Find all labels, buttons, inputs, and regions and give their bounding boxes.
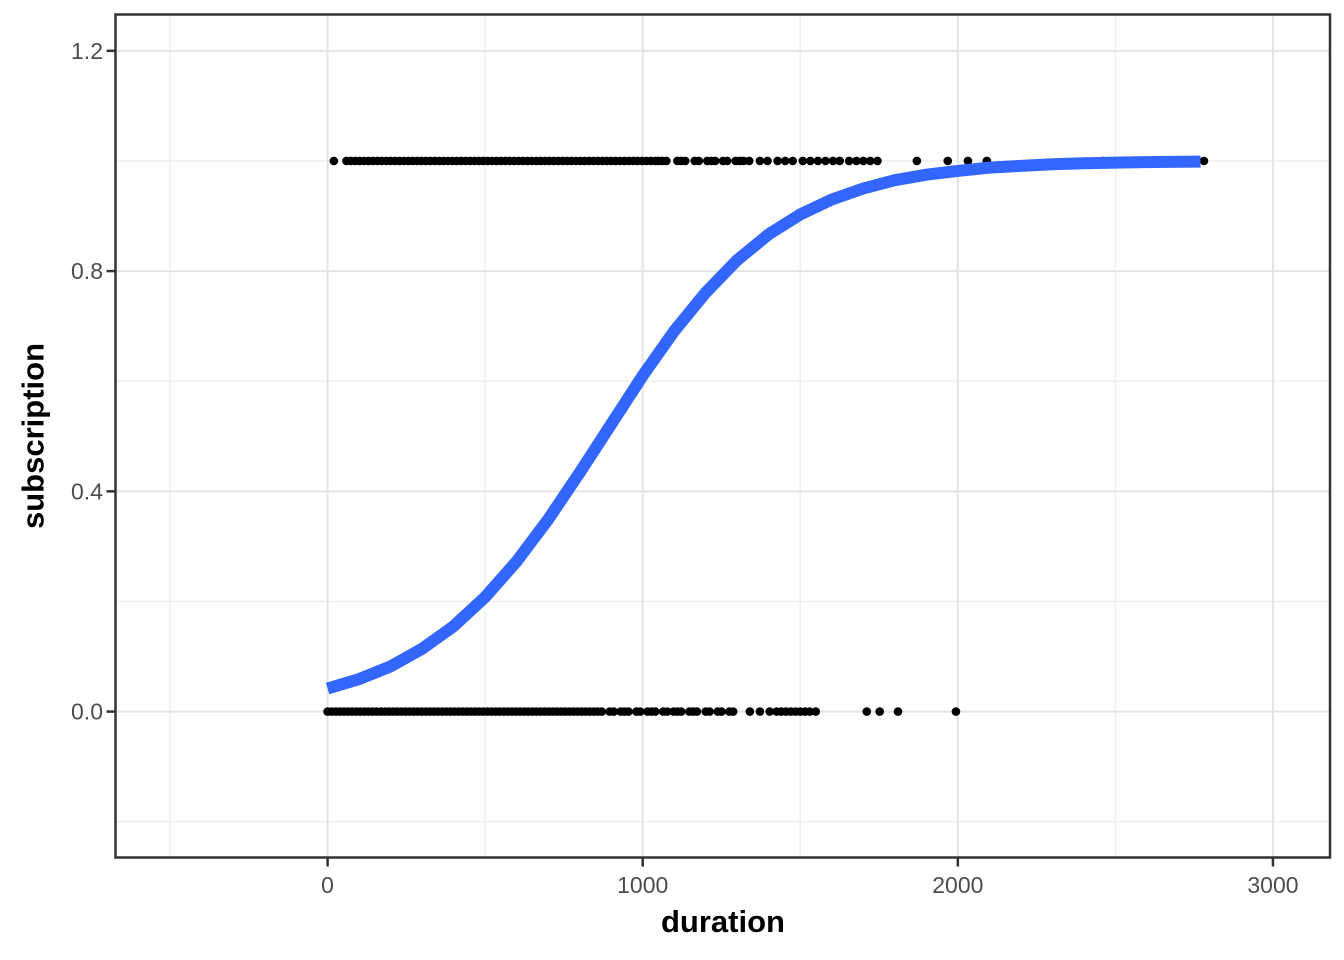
data-point <box>873 156 882 166</box>
data-point <box>763 156 772 166</box>
data-point <box>828 156 838 166</box>
x-tick-label: 2000 <box>932 872 983 898</box>
data-point <box>624 707 633 716</box>
data-point <box>773 156 782 166</box>
data-point <box>1199 156 1209 166</box>
panel-background <box>115 14 1330 858</box>
data-point <box>951 707 961 716</box>
data-point <box>710 156 720 166</box>
data-point <box>893 707 903 716</box>
data-point <box>821 156 830 166</box>
data-point <box>694 156 704 166</box>
y-tick-label: 1.2 <box>71 38 103 64</box>
data-point <box>813 156 823 166</box>
data-point <box>597 707 607 716</box>
y-axis-title: subscription <box>15 342 51 530</box>
panel-border <box>114 13 1332 859</box>
data-point <box>788 156 798 166</box>
y-tick-label: 0.8 <box>71 258 103 284</box>
x-axis-title: duration <box>661 904 785 939</box>
data-point <box>676 707 686 716</box>
data-point <box>609 707 619 716</box>
data-point <box>755 156 765 166</box>
data-point <box>780 156 790 166</box>
data-point <box>662 156 671 166</box>
data-point <box>722 156 732 166</box>
x-tick-label: 0 <box>321 872 334 898</box>
data-point <box>635 707 645 716</box>
data-point <box>692 707 702 716</box>
x-tick-label: 3000 <box>1247 872 1298 898</box>
data-point <box>717 707 726 716</box>
data-point <box>835 156 844 166</box>
trend-line <box>325 155 1201 695</box>
data-point <box>705 707 714 716</box>
data-point <box>329 156 339 166</box>
data-point <box>865 156 875 166</box>
data-point <box>805 707 815 716</box>
data-point <box>875 707 884 716</box>
y-tick-label: 0.4 <box>71 478 103 504</box>
x-tick-label: 1000 <box>617 872 668 898</box>
data-point <box>844 156 854 166</box>
data-point <box>862 707 872 716</box>
data-point <box>858 156 868 166</box>
data-point <box>662 707 672 716</box>
data-point <box>755 707 765 716</box>
data-point <box>943 156 953 166</box>
data-point <box>798 156 808 166</box>
data-point <box>806 156 815 166</box>
data-point <box>745 707 755 716</box>
data-point <box>680 156 690 166</box>
data-point <box>744 156 754 166</box>
data-point <box>765 707 775 716</box>
data-point <box>651 707 660 716</box>
y-tick-label: 0.0 <box>71 699 103 725</box>
data-point <box>852 156 861 166</box>
data-point <box>912 156 922 166</box>
data-point <box>811 707 821 716</box>
data-point <box>963 156 973 166</box>
data-point <box>728 707 738 716</box>
